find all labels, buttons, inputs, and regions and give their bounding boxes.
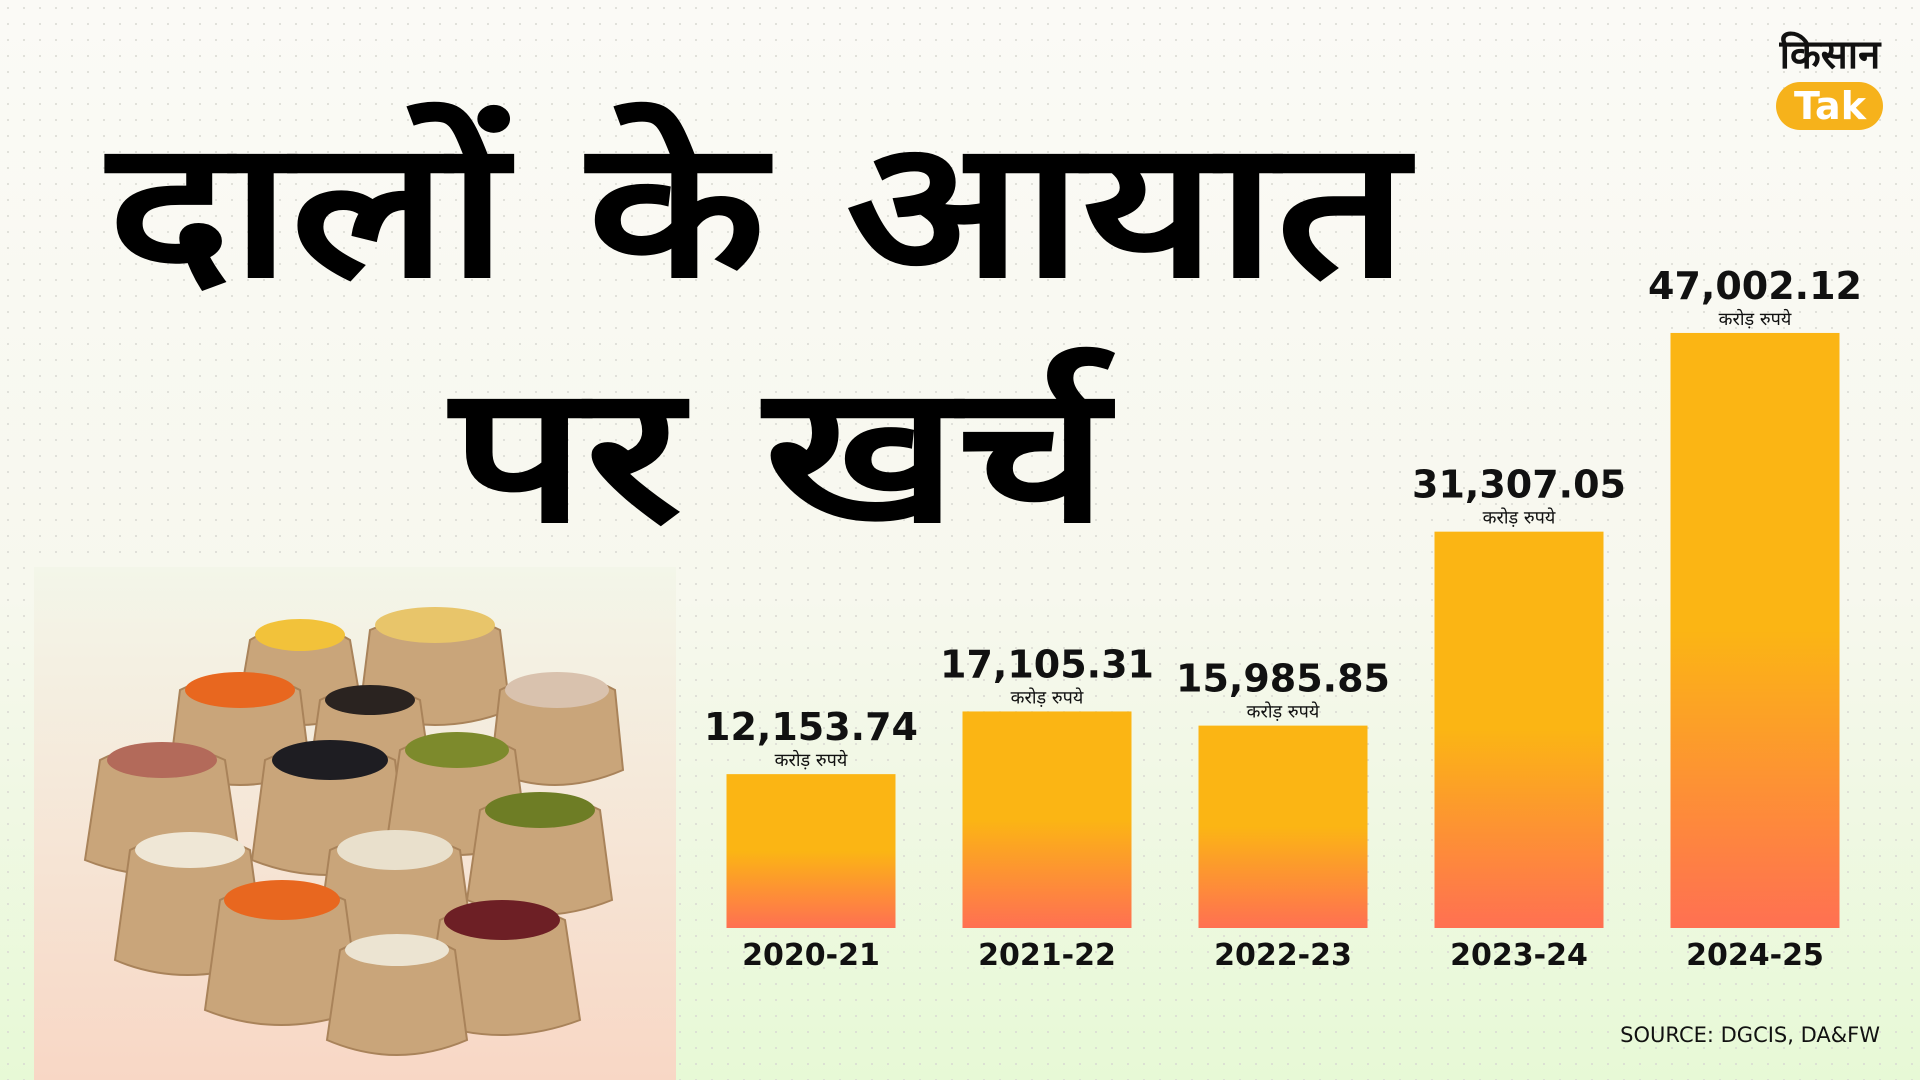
x-tick-label: 2022-23 [1214,938,1352,973]
unit-label: करोड़ रुपये [1483,507,1556,529]
bar [962,711,1132,928]
logo-text: किसान [1779,31,1882,78]
bar [1670,332,1840,929]
unit-label: करोड़ रुपये [1719,308,1792,330]
x-tick-label: 2023-24 [1450,938,1588,973]
bar [1434,531,1604,928]
pulses-illustration [83,607,625,1056]
unit-label: करोड़ रुपये [1247,701,1320,723]
value-label: 47,002.12 [1648,264,1862,308]
chart-title: पर खर्च [447,344,1116,565]
value-label: 17,105.31 [940,642,1154,686]
x-tick-label: 2021-22 [978,938,1116,973]
source: SOURCE: DGCIS, DA&FW [1620,1023,1880,1047]
logo-text: Tak [1794,84,1867,128]
value-label: 15,985.85 [1176,657,1390,701]
chart-title: दालों के आयात [104,99,1415,320]
x-tick-label: 2024-25 [1686,938,1824,973]
value-label: 31,307.05 [1412,463,1626,507]
logo-pill [1776,82,1883,130]
x-tick-label: 2020-21 [742,938,880,973]
bar [726,774,896,928]
bar [1198,725,1368,928]
unit-label: करोड़ रुपये [775,749,848,771]
value-label: 12,153.74 [704,705,918,749]
unit-label: करोड़ रुपये [1011,686,1084,708]
